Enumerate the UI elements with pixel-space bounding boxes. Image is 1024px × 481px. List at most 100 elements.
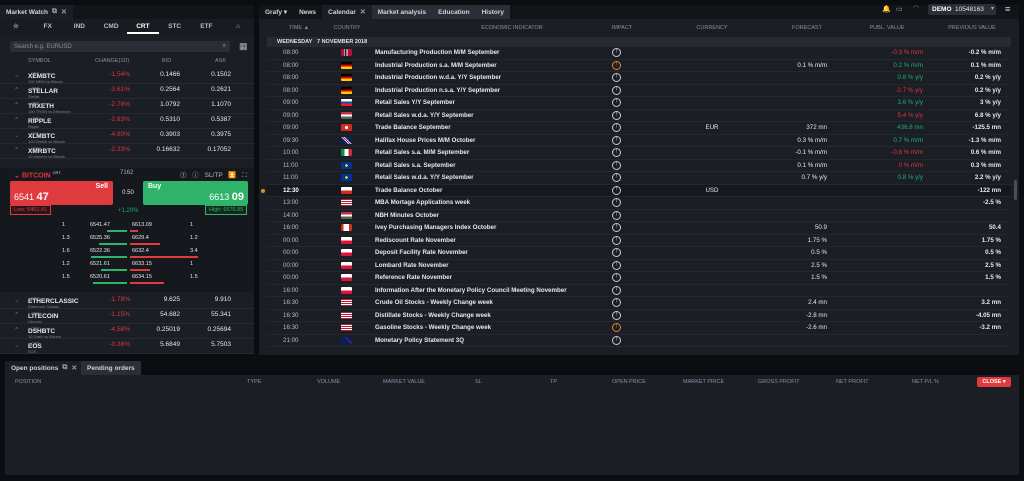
bitcoin-symbol[interactable]: ⌄ BITCOIN CRT xyxy=(14,170,61,180)
market-row[interactable]: ⌃ RIPPLE CRT Ripple -2.83% 0.5310 0.5387 xyxy=(0,114,254,129)
market-row[interactable]: ⌄ ETHERCLASSIC CRT Ethereum Classic -1.78% 9.… xyxy=(0,294,254,309)
impact-icon[interactable]: ! xyxy=(612,248,621,257)
bid-value[interactable]: 1.0792 xyxy=(160,101,180,108)
impact-icon[interactable]: ! xyxy=(612,260,621,270)
ask-header[interactable]: ASK xyxy=(215,58,227,64)
position-header-net-p-l-[interactable]: NET P/L % xyxy=(912,379,939,385)
position-header-market-value[interactable]: MARKET VALUE xyxy=(383,379,425,385)
bid-value[interactable]: 9.625 xyxy=(163,296,180,303)
calendar-row[interactable]: 13:00 MBA Mortage Applications week! -2.5 … xyxy=(267,197,1011,210)
bid-value[interactable]: 54.682 xyxy=(160,311,180,318)
calendar-row[interactable]: 16:00 Ivey Purchasing Managers Index Octo… xyxy=(267,222,1011,235)
calendar-row[interactable]: 16:30 Crude Oil Stocks - Weekly Change we… xyxy=(267,297,1011,310)
impact-icon[interactable]: ! xyxy=(612,185,621,195)
impact-icon[interactable]: ! xyxy=(612,210,621,220)
calendar-row[interactable]: 00:00 Deposit Facility Rate November! 0.5 … xyxy=(267,247,1011,260)
buy-button[interactable]: Buy 6613 09 xyxy=(143,181,248,205)
tab-grafy[interactable]: Grafy ▾ xyxy=(259,5,293,19)
calendar-row[interactable]: 00:00 Lombard Rate November! 2.5 % 2.5 % xyxy=(267,260,1011,272)
calendar-row[interactable]: 12:30 Trade Balance October! USD -122 mn xyxy=(261,184,1011,197)
calendar-row[interactable]: 09:30 Halifax House Prices M/M October! 0.… xyxy=(267,135,1011,147)
ask-value[interactable]: 9.910 xyxy=(214,296,231,303)
tab-open-positions[interactable]: Open positions ⧉ ✕ xyxy=(5,361,84,375)
calendar-row[interactable]: 16:30 Distillate Stocks - Weekly Change w… xyxy=(267,310,1011,322)
impact-icon[interactable]: ! xyxy=(612,323,621,332)
bid-header[interactable]: BID xyxy=(162,58,172,64)
tab-news[interactable]: News xyxy=(293,5,322,19)
currency-header[interactable]: CURRENCY xyxy=(696,25,728,31)
position-header-gross-profit[interactable]: GROSS PROFIT xyxy=(758,379,800,385)
bid-value[interactable]: 0.16632 xyxy=(156,146,181,153)
position-header-tp[interactable]: TP xyxy=(550,379,558,385)
bid-value[interactable]: 0.5310 xyxy=(160,116,180,123)
calendar-row[interactable]: 14:00 NBH Minutes October! xyxy=(267,210,1011,222)
previous-header[interactable]: PREVIOUS VALUE xyxy=(948,25,996,31)
calendar-row[interactable]: 11:00 Retail Sales w.d.a. Y/Y September! 0… xyxy=(267,172,1011,185)
market-watch-tab[interactable]: Market Watch ⧉ ✕ xyxy=(0,5,73,19)
calendar-row[interactable]: 16:00 Information After the Monetary Poli… xyxy=(267,285,1011,297)
category-tab-fx[interactable]: FX xyxy=(43,23,52,30)
published-header[interactable]: PUBL. VALUE xyxy=(869,25,905,31)
search-input[interactable]: Search e.g. EURUSD ⌕ xyxy=(10,41,230,52)
impact-icon[interactable]: ! xyxy=(612,123,621,132)
ask-value[interactable]: 0.1502 xyxy=(211,71,231,78)
impact-icon[interactable]: ! xyxy=(612,173,621,182)
category-tab-ind[interactable]: IND xyxy=(73,23,85,30)
ask-value[interactable]: 0.2621 xyxy=(211,86,231,93)
impact-header[interactable]: IMPACT xyxy=(611,25,633,31)
market-row[interactable]: ⌃ TRXETH CRT 100 TRON vs Ethereum -2.78% 1.07… xyxy=(0,99,254,114)
country-header[interactable]: COUNTRY xyxy=(333,25,361,31)
time-header[interactable]: TIME ▲ xyxy=(288,25,310,31)
impact-icon[interactable]: ! xyxy=(612,148,621,157)
bitcoin-tools[interactable]: ⓵ ⓘ SL/TP ⏫ ⛶ xyxy=(180,172,247,179)
bell-icon[interactable]: 🔔 xyxy=(882,6,891,13)
monitor-icon[interactable]: ▭ xyxy=(896,6,903,13)
position-header-open-price[interactable]: OPEN PRICE xyxy=(612,379,646,385)
menu-icon[interactable]: ≡ xyxy=(1005,4,1011,14)
ask-value[interactable]: 0.5387 xyxy=(211,116,231,123)
category-tab-⌂[interactable]: ⌂ xyxy=(236,23,241,30)
forecast-header[interactable]: FORECAST xyxy=(792,25,822,31)
market-row[interactable]: ⌃ STELLAR CRT Stellar -3.61% 0.2564 0.2621 xyxy=(0,84,254,99)
impact-icon[interactable]: ! xyxy=(612,273,621,282)
close-icon[interactable]: ✕ xyxy=(71,365,78,372)
calendar-row[interactable]: 00:00 Rediscount Rate November! 1.75 % 1.75… xyxy=(267,235,1011,247)
impact-icon[interactable]: ! xyxy=(612,135,621,145)
bid-value[interactable]: 0.2564 xyxy=(160,86,180,93)
tab-market-analysis[interactable]: Market analysis xyxy=(371,5,433,19)
symbol-header[interactable]: SYMBOL xyxy=(28,58,51,64)
bid-value[interactable]: 0.3903 xyxy=(160,131,180,138)
calendar-scrollbar[interactable] xyxy=(1014,180,1017,200)
calendar-row[interactable]: 09:00 Retail Sales w.d.a. Y/Y September! 5… xyxy=(267,110,1011,122)
impact-icon[interactable]: ! xyxy=(612,73,621,82)
category-tab-etf[interactable]: ETF xyxy=(200,23,213,30)
impact-icon[interactable]: ! xyxy=(612,110,621,120)
ask-value[interactable]: 5.7503 xyxy=(211,341,231,348)
category-tab-☆[interactable]: ☆ xyxy=(12,23,19,30)
impact-icon[interactable]: ! xyxy=(612,48,621,57)
impact-icon[interactable]: ! xyxy=(612,160,621,170)
calendar-row[interactable]: 08:00 Industrial Production w.d.a. Y/Y Se… xyxy=(267,72,1011,85)
calendar-row[interactable]: 00:00 Reference Rate November! 1.5 % 1.5 % xyxy=(267,272,1011,285)
close-all-button[interactable]: CLOSE ▾ xyxy=(977,377,1011,387)
category-tab-stc[interactable]: STC xyxy=(168,23,182,30)
impact-icon[interactable]: ! xyxy=(612,223,621,232)
ask-value[interactable]: 0.3975 xyxy=(211,131,231,138)
impact-icon[interactable]: ! xyxy=(612,98,621,107)
impact-icon[interactable]: ! xyxy=(612,310,621,320)
impact-icon[interactable]: ! xyxy=(612,235,621,245)
position-header-sl[interactable]: SL xyxy=(475,379,482,385)
calendar-row[interactable]: 09:00 Retail Sales Y/Y September! 3.6 % y/… xyxy=(267,97,1011,110)
sell-button[interactable]: Sell 6541 47 xyxy=(10,181,113,205)
market-row[interactable]: ⌄ XLMBTC CRT 100 Stellar vs Bitcoin -4.80% 0.… xyxy=(0,129,254,144)
change-header[interactable]: CHANGE(1D) xyxy=(95,58,130,64)
calendar-row[interactable]: 11:00 Retail Sales s.a. September! 0.1 % m… xyxy=(267,160,1011,172)
impact-icon[interactable]: ! xyxy=(612,335,621,345)
market-row[interactable]: ⌃ LITECOIN CRT Litecoin -1.15% 54.682 55.341 xyxy=(0,309,254,324)
ask-value[interactable]: 1.1070 xyxy=(211,101,231,108)
calendar-row[interactable]: 16:30 Gasoline Stocks - Weekly Change wee… xyxy=(267,322,1011,335)
impact-icon[interactable]: ! xyxy=(612,298,621,307)
tab-history[interactable]: History xyxy=(475,5,510,19)
maximize-icon[interactable]: ⧉ xyxy=(62,364,68,371)
impact-icon[interactable]: ! xyxy=(612,60,621,70)
